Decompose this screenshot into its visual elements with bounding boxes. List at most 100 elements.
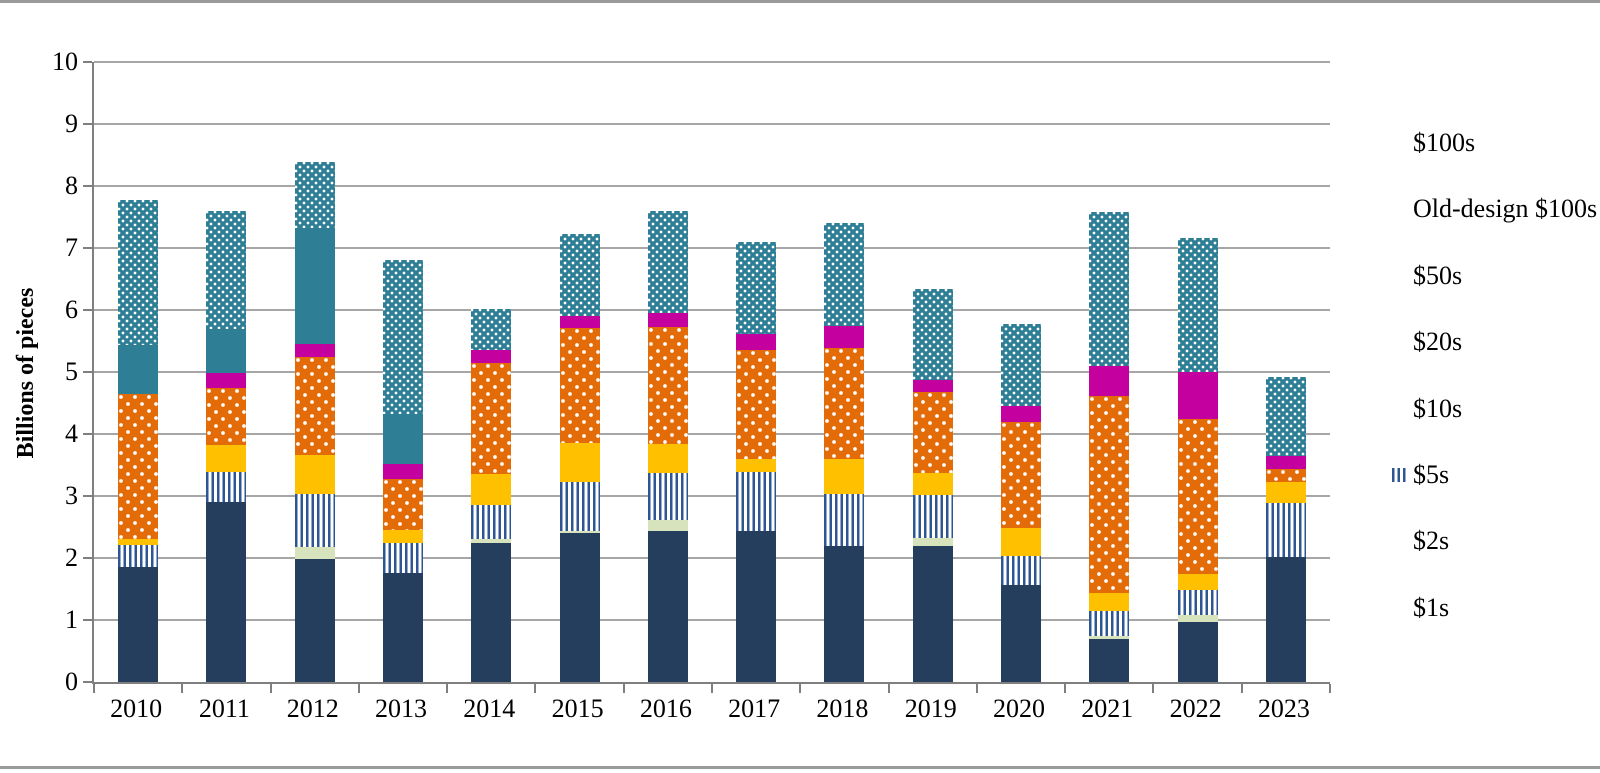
y-tick-label-4: 4 xyxy=(65,419,78,448)
gridline-1 xyxy=(94,619,1330,621)
y-tick-label-8: 8 xyxy=(65,171,78,200)
y-tick-9 xyxy=(83,123,92,125)
x-tick-2 xyxy=(269,684,272,693)
y-tick-0 xyxy=(83,681,92,683)
bar-2013-segment--50s xyxy=(383,464,423,480)
y-tick-8 xyxy=(83,185,92,187)
bar-2015-segment--10s xyxy=(559,443,600,483)
x-label-2020: 2020 xyxy=(993,694,1045,723)
legend-swatch-old-design-100s xyxy=(1392,202,1406,216)
x-tick-13 xyxy=(1240,684,1243,693)
legend-swatch--5s xyxy=(1392,468,1406,482)
y-tick-7 xyxy=(83,247,92,249)
bar-2010-segment--1s xyxy=(118,566,159,682)
bar-2023-segment--20s xyxy=(1265,468,1306,482)
legend-label--50s: $50s xyxy=(1413,260,1463,290)
legend-label-old-design-100s: Old-design $100s xyxy=(1413,194,1598,224)
legend-label--2s: $2s xyxy=(1413,526,1450,556)
legend-item--1s: $1s xyxy=(1392,593,1449,623)
x-label-2022: 2022 xyxy=(1169,694,1222,723)
bar-2012-segment--50s xyxy=(294,344,335,357)
bar-2012-segment--5s xyxy=(294,493,335,547)
legend-item--100s: $100s xyxy=(1392,128,1475,158)
bar-2010 xyxy=(118,199,159,682)
bar-2014 xyxy=(471,309,512,682)
bar-2013-segment-old-design-100s xyxy=(383,413,423,465)
x-tick-7 xyxy=(711,684,713,693)
bar-2022-segment--10s xyxy=(1177,573,1218,590)
y-tick-1 xyxy=(83,619,92,621)
x-tick-14 xyxy=(1329,684,1331,693)
x-tick-4 xyxy=(446,684,449,693)
x-label-2011: 2011 xyxy=(198,694,250,723)
y-tick-label-2: 2 xyxy=(65,543,78,572)
bar-2010-segment--20s xyxy=(118,394,159,539)
y-tick-label-10: 10 xyxy=(52,47,78,76)
bar-2019 xyxy=(912,289,953,682)
bar-2012-segment--10s xyxy=(294,455,335,494)
gridline-8 xyxy=(94,185,1330,187)
bar-2020-segment--10s xyxy=(1001,528,1041,556)
y-tick-label-9: 9 xyxy=(65,109,78,138)
bar-2022-segment--5s xyxy=(1177,589,1218,616)
bar-2018-segment--5s xyxy=(824,493,865,546)
bar-2023 xyxy=(1265,377,1306,682)
bar-2015-segment--100s xyxy=(559,233,600,317)
gridline-6 xyxy=(94,309,1330,311)
bar-2014-segment--2s xyxy=(471,539,512,543)
bar-2012-segment-old-design-100s xyxy=(294,228,335,345)
bar-2015-segment--1s xyxy=(559,533,600,682)
y-tick-label-3: 3 xyxy=(65,481,78,510)
bar-2014-segment--20s xyxy=(471,363,512,475)
legend-label--1s: $1s xyxy=(1413,592,1450,622)
x-label-2017: 2017 xyxy=(728,694,781,723)
y-tick-5 xyxy=(83,371,92,373)
bar-2010-segment--10s xyxy=(118,538,159,545)
bar-2015 xyxy=(559,233,600,682)
bar-2013-segment--20s xyxy=(383,479,423,531)
bar-2014-segment--1s xyxy=(471,542,512,682)
bar-2012-segment--100s xyxy=(294,161,335,229)
y-tick-label-6: 6 xyxy=(65,295,78,324)
bar-2017 xyxy=(736,242,777,682)
bar-2019-segment--100s xyxy=(912,289,953,381)
y-tick-3 xyxy=(83,495,92,497)
bar-2022-segment--1s xyxy=(1177,622,1218,682)
bar-2018-segment--50s xyxy=(824,325,865,349)
bar-2019-segment--50s xyxy=(912,380,953,392)
y-tick-label-7: 7 xyxy=(65,233,78,262)
bar-2017-segment--100s xyxy=(736,242,777,334)
x-label-2023: 2023 xyxy=(1257,694,1310,723)
gridline-3 xyxy=(94,495,1330,497)
bar-2017-segment--50s xyxy=(736,333,777,351)
x-tick-1 xyxy=(181,684,184,693)
gridline-4 xyxy=(94,433,1330,435)
x-label-2021: 2021 xyxy=(1081,694,1134,723)
bar-2018-segment--1s xyxy=(824,545,865,682)
legend-swatch--1s xyxy=(1392,601,1406,615)
y-tick-label-5: 5 xyxy=(65,357,78,386)
bar-2021-segment--100s xyxy=(1089,212,1130,366)
x-tick-3 xyxy=(357,684,360,693)
y-tick-label-1: 1 xyxy=(65,605,78,634)
bar-2016-segment--20s xyxy=(647,326,688,444)
bar-2012-segment--20s xyxy=(294,356,335,456)
bar-2017-segment--10s xyxy=(736,458,777,473)
legend-swatch--10s xyxy=(1392,402,1406,416)
legend-swatch--100s xyxy=(1392,136,1406,150)
bar-2022-segment--20s xyxy=(1177,419,1218,574)
bar-2020-segment--50s xyxy=(1001,405,1041,422)
bar-2016-segment--1s xyxy=(647,531,688,682)
bar-2023-segment--50s xyxy=(1265,456,1306,469)
bar-2021-segment--5s xyxy=(1089,610,1130,637)
plot-area xyxy=(83,61,1331,693)
x-label-2019: 2019 xyxy=(904,694,957,723)
x-label-2018: 2018 xyxy=(816,694,869,723)
bar-2018 xyxy=(824,222,865,682)
legend-swatch--20s xyxy=(1392,335,1406,350)
bar-2020-segment--20s xyxy=(1001,421,1041,529)
bar-2011-segment--10s xyxy=(206,444,247,473)
legend-item--50s: $50s xyxy=(1392,261,1462,291)
bar-2017-segment--1s xyxy=(736,530,777,682)
bar-2010-segment--100s xyxy=(118,199,159,345)
